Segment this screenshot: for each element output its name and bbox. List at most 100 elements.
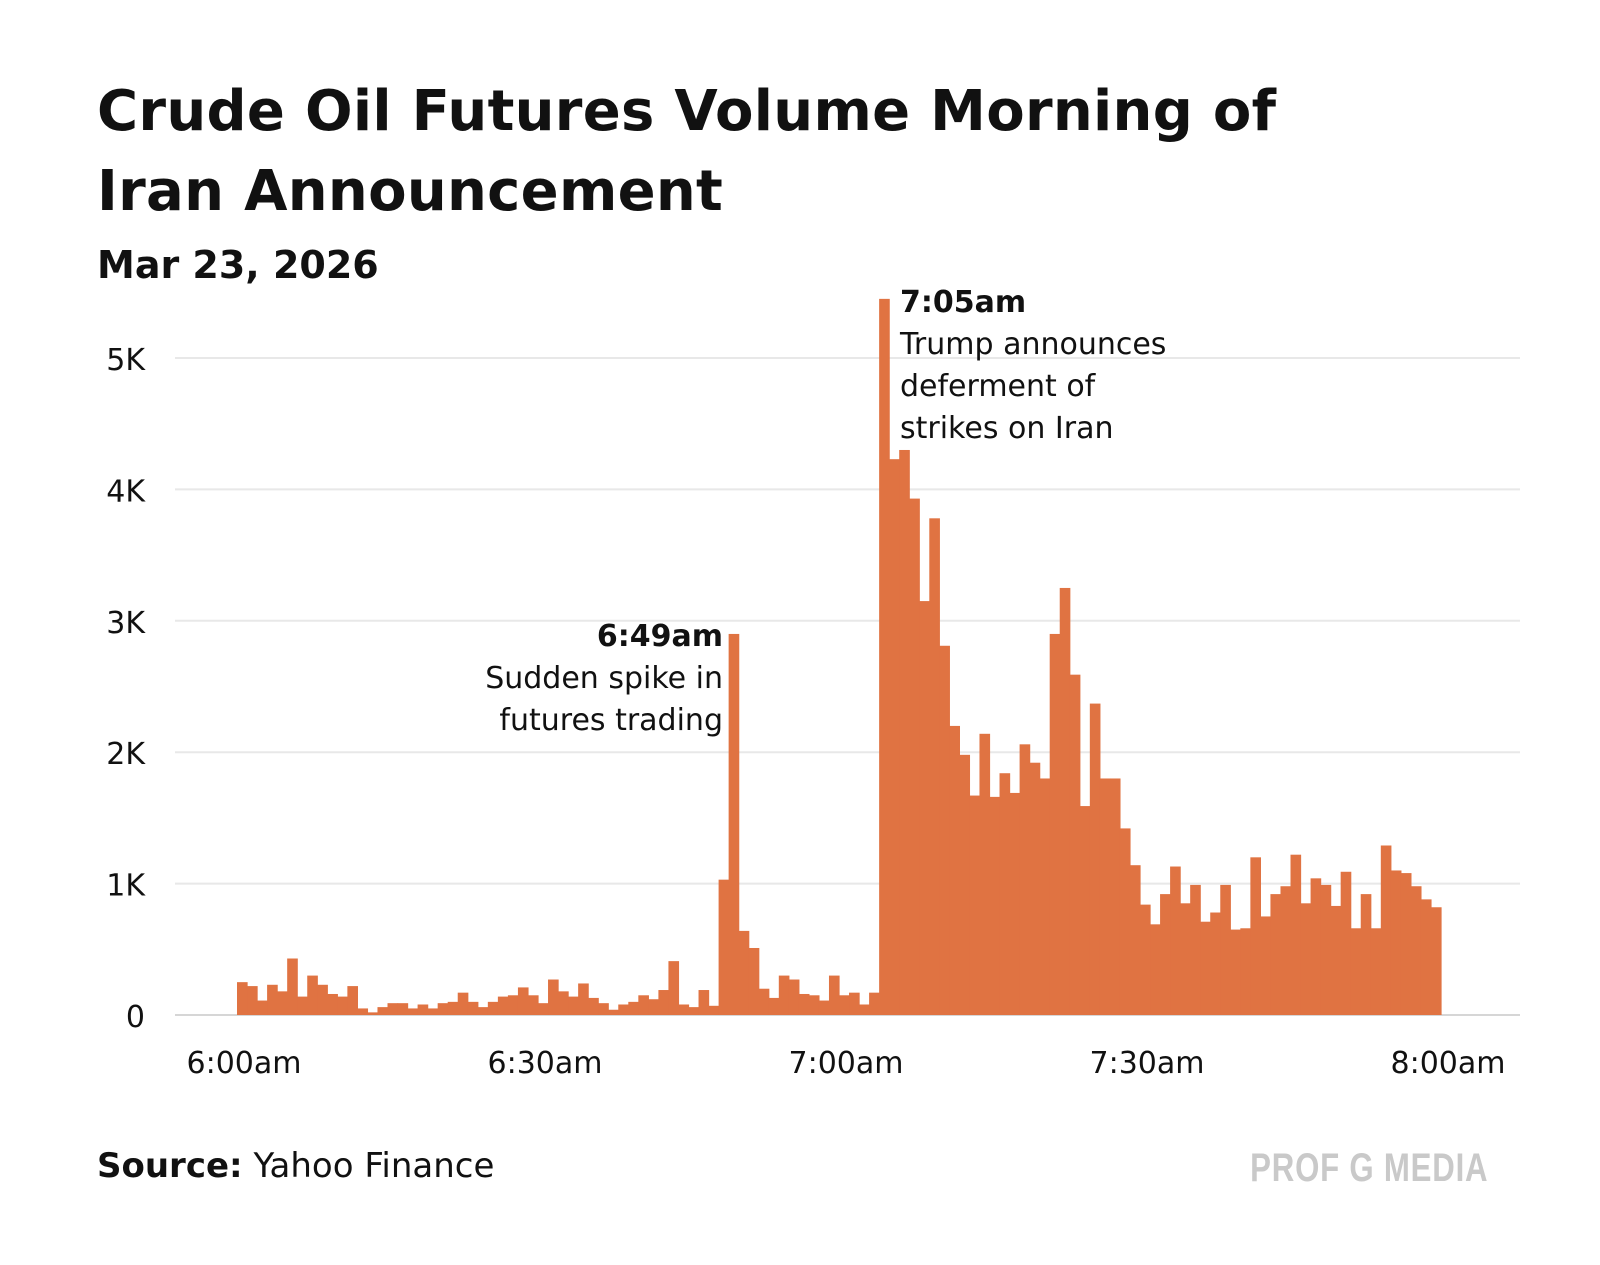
volume-bar	[1099, 778, 1111, 1015]
volume-bar	[1180, 903, 1191, 1015]
y-tick-label: 0	[126, 1000, 145, 1035]
volume-bar	[979, 733, 991, 1015]
volume-bar	[1370, 928, 1382, 1015]
volume-bar	[778, 975, 790, 1015]
annotation-text: strikes on Iran	[900, 411, 1113, 446]
volume-bar	[277, 991, 288, 1015]
volume-bar	[1240, 928, 1251, 1015]
volume-bar	[909, 498, 920, 1016]
volume-bar	[347, 986, 358, 1015]
volume-bar	[497, 996, 509, 1015]
volume-bar	[889, 459, 900, 1015]
volume-bar	[1330, 905, 1342, 1015]
volume-bar	[297, 996, 308, 1015]
volume-bar	[1280, 886, 1292, 1015]
volume-bar	[558, 991, 569, 1015]
volume-bar	[527, 995, 539, 1015]
volume-bar	[538, 1003, 549, 1015]
volume-bar	[427, 1008, 439, 1015]
y-tick-label: 4K	[106, 474, 146, 509]
volume-bar	[1400, 873, 1412, 1015]
volume-bar	[1049, 633, 1061, 1015]
x-tick-label: 7:30am	[1090, 1046, 1205, 1081]
chart-title: Crude Oil Futures Volume Morning of Iran…	[97, 79, 1277, 224]
volume-bar	[257, 1000, 268, 1015]
volume-bar	[1089, 703, 1101, 1015]
volume-bar	[1059, 587, 1071, 1015]
volume-bar	[929, 518, 940, 1015]
volume-bar	[1039, 778, 1051, 1015]
source-note: Source: Yahoo Finance	[97, 1144, 494, 1188]
y-tick-label: 1K	[106, 869, 146, 904]
annotations: 6:49am Sudden spike in futures trading 7:05…	[485, 285, 1166, 738]
volume-bar	[387, 1003, 399, 1015]
volume-bar	[457, 992, 469, 1015]
volume-bar	[738, 930, 750, 1015]
volume-bar	[357, 1008, 369, 1015]
volume-bar	[517, 987, 529, 1015]
volume-bar	[1340, 871, 1352, 1015]
volume-bar	[447, 1001, 459, 1015]
volume-bar	[578, 983, 589, 1015]
volume-bar	[327, 993, 338, 1015]
y-tick-label: 2K	[106, 737, 146, 772]
volume-bar	[698, 990, 710, 1015]
x-axis-ticks: 6:00am 6:30am 7:00am 7:30am 8:00am	[187, 1046, 1506, 1081]
volume-bar	[588, 997, 599, 1015]
y-tick-label: 3K	[106, 606, 146, 641]
volume-bar	[678, 1004, 690, 1015]
volume-bar	[598, 1003, 609, 1015]
volume-bar	[1170, 866, 1181, 1015]
source-value: Yahoo Finance	[253, 1146, 495, 1186]
volume-bar	[507, 995, 519, 1015]
volume-bar	[1019, 744, 1031, 1015]
volume-bar	[237, 982, 248, 1015]
volume-bar	[728, 633, 740, 1015]
volume-bar	[417, 1004, 429, 1015]
volume-bar	[1430, 907, 1442, 1015]
volume-bar	[1290, 854, 1302, 1015]
volume-bar	[1390, 870, 1402, 1015]
volume-bar	[1230, 929, 1241, 1015]
volume-bar	[1069, 674, 1081, 1015]
volume-bar	[1360, 894, 1372, 1015]
volume-bar	[939, 645, 950, 1015]
volume-bar	[1029, 762, 1041, 1015]
volume-bar	[437, 1003, 449, 1015]
volume-bar	[548, 979, 559, 1015]
volume-bar	[658, 990, 670, 1015]
volume-bar	[1410, 886, 1422, 1015]
volume-bar	[708, 1005, 720, 1015]
volume-bar	[718, 879, 730, 1015]
volume-bar	[638, 995, 649, 1015]
volume-bar	[899, 449, 910, 1016]
volume-bar	[849, 992, 860, 1015]
annotation-text: futures trading	[499, 703, 723, 738]
annotation-text: Sudden spike in	[485, 661, 723, 696]
volume-bar	[688, 1007, 700, 1015]
volume-bar	[1079, 806, 1091, 1015]
volume-bar	[608, 1009, 619, 1015]
volume-bar	[1129, 865, 1141, 1015]
volume-bar	[748, 947, 760, 1015]
volume-bar	[1190, 884, 1201, 1015]
volume-bar	[397, 1003, 409, 1015]
volume-bar	[618, 1004, 629, 1015]
volume-bar	[1109, 778, 1121, 1015]
volume-bar	[768, 997, 780, 1015]
volume-bar	[1300, 903, 1312, 1015]
volume-bar	[477, 1007, 489, 1015]
volume-bar	[969, 795, 981, 1015]
x-tick-label: 6:30am	[488, 1046, 603, 1081]
annotation-time: 7:05am	[900, 285, 1026, 320]
volume-bar	[247, 986, 258, 1015]
volume-bar	[307, 975, 318, 1015]
annotation-text: deferment of	[900, 369, 1097, 404]
volume-bar	[788, 979, 800, 1015]
y-axis-ticks: 0 1K 2K 3K 4K 5K	[106, 343, 146, 1035]
volume-bar	[818, 1000, 830, 1015]
volume-bar	[1119, 828, 1131, 1015]
bars	[237, 298, 1442, 1016]
volume-bar	[1150, 924, 1161, 1015]
